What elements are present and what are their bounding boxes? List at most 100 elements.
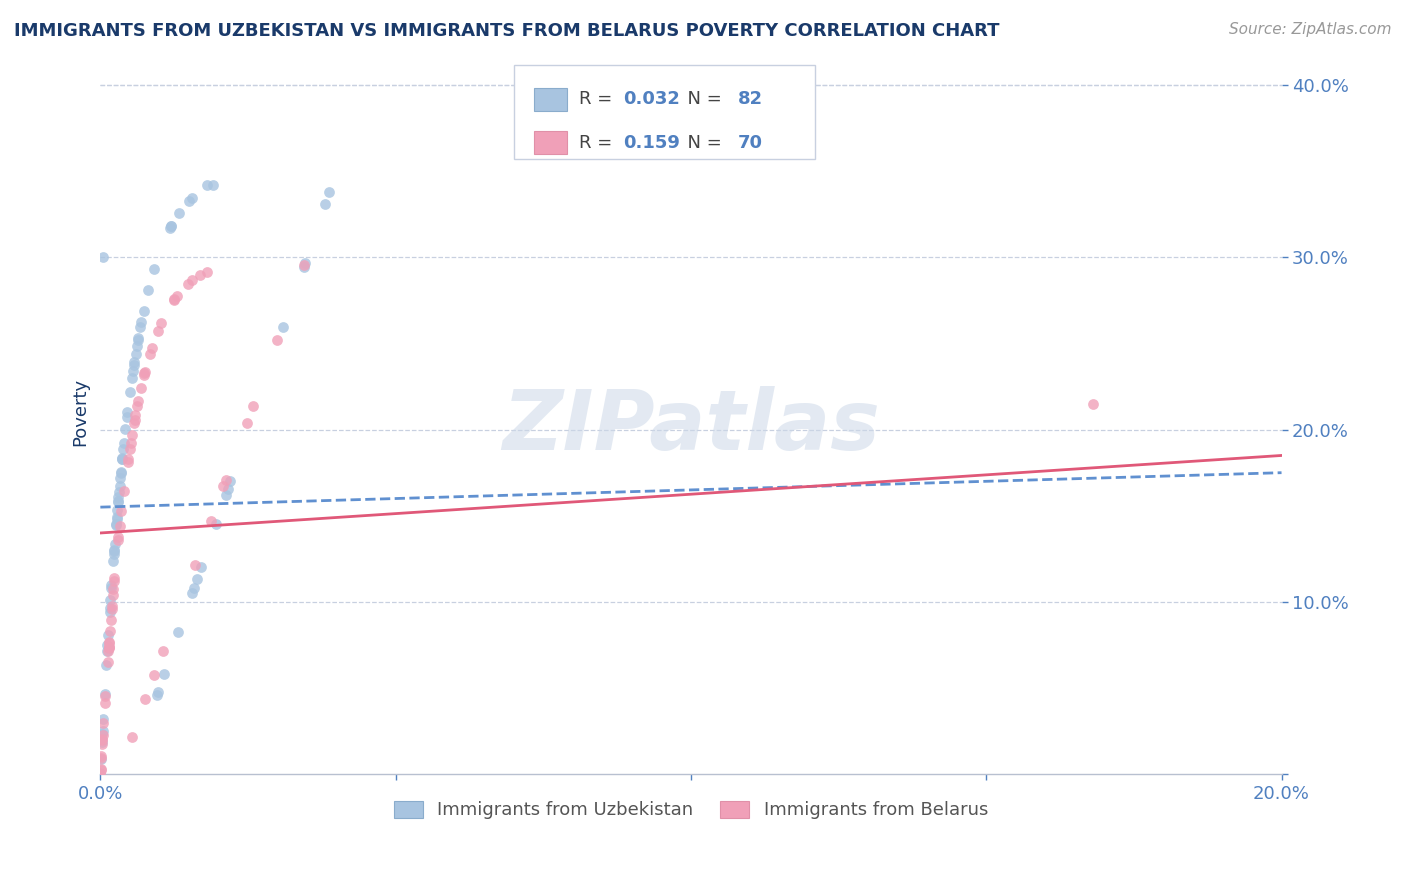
Point: [97, 640, 120, 655]
Text: 70: 70: [738, 134, 763, 152]
Point: [107, 494, 129, 508]
Point: [118, 442, 141, 456]
Point: [93, 716, 115, 731]
Point: [122, 416, 145, 430]
Point: [163, 293, 186, 307]
FancyBboxPatch shape: [513, 65, 815, 159]
Point: [97, 636, 120, 650]
Point: [152, 644, 174, 658]
Point: [110, 504, 132, 518]
Point: [141, 341, 163, 355]
Point: [97, 644, 120, 658]
Point: [91, 735, 114, 749]
Point: [314, 197, 336, 211]
Point: [190, 560, 212, 574]
Point: [90, 750, 112, 764]
Point: [122, 358, 145, 372]
Point: [117, 452, 139, 467]
Point: [98, 634, 121, 648]
Point: [163, 293, 186, 307]
Point: [181, 273, 204, 287]
Point: [101, 587, 124, 601]
Point: [120, 435, 142, 450]
Point: [177, 194, 200, 209]
Point: [100, 613, 122, 627]
Point: [143, 262, 166, 277]
Point: [112, 483, 135, 498]
Point: [111, 451, 134, 466]
Text: N =: N =: [676, 134, 727, 152]
Point: [186, 572, 208, 586]
Point: [100, 578, 122, 592]
Point: [103, 554, 125, 568]
Point: [100, 581, 122, 595]
Point: [103, 544, 125, 558]
Point: [132, 303, 155, 318]
Point: [166, 288, 188, 302]
Point: [195, 264, 218, 278]
Point: [129, 320, 152, 334]
Point: [98, 600, 121, 615]
Text: R =: R =: [579, 134, 617, 152]
Point: [98, 624, 121, 638]
Text: ZIPatlas: ZIPatlas: [502, 386, 880, 467]
Point: [131, 315, 153, 329]
Point: [107, 533, 129, 547]
Point: [97, 628, 120, 642]
Point: [127, 394, 149, 409]
Point: [93, 696, 115, 710]
Point: [139, 347, 162, 361]
Legend: Immigrants from Uzbekistan, Immigrants from Belarus: Immigrants from Uzbekistan, Immigrants f…: [387, 793, 995, 827]
Point: [212, 479, 235, 493]
Point: [132, 368, 155, 382]
Point: [110, 466, 132, 480]
Point: [110, 465, 132, 479]
Point: [105, 512, 128, 526]
Point: [111, 450, 134, 465]
Point: [318, 186, 340, 200]
Point: [96, 658, 118, 673]
Point: [160, 219, 183, 233]
Point: [181, 586, 204, 600]
Point: [91, 733, 114, 747]
Point: [97, 640, 120, 654]
FancyBboxPatch shape: [534, 87, 567, 111]
Point: [89, 766, 111, 780]
Point: [117, 455, 139, 469]
Text: IMMIGRANTS FROM UZBEKISTAN VS IMMIGRANTS FROM BELARUS POVERTY CORRELATION CHART: IMMIGRANTS FROM UZBEKISTAN VS IMMIGRANTS…: [14, 22, 1000, 40]
Point: [90, 749, 112, 764]
Point: [202, 178, 225, 192]
Point: [153, 667, 176, 681]
Point: [91, 728, 114, 742]
Point: [100, 593, 122, 607]
Point: [105, 503, 128, 517]
Point: [112, 442, 135, 457]
Point: [134, 367, 156, 381]
Point: [160, 219, 183, 233]
Point: [107, 491, 129, 505]
Point: [217, 483, 239, 497]
Text: N =: N =: [676, 90, 727, 108]
Point: [181, 191, 204, 205]
Point: [112, 436, 135, 450]
Point: [91, 251, 114, 265]
Point: [146, 684, 169, 698]
Point: [91, 711, 114, 725]
Point: [122, 364, 145, 378]
Point: [110, 471, 132, 485]
Point: [100, 602, 122, 616]
Point: [91, 732, 114, 747]
Point: [103, 582, 125, 596]
Point: [292, 258, 315, 272]
Point: [138, 283, 160, 297]
Point: [120, 384, 142, 399]
Point: [127, 331, 149, 345]
Point: [122, 355, 145, 369]
Point: [159, 220, 181, 235]
Point: [103, 571, 125, 585]
Point: [169, 205, 191, 219]
Point: [146, 688, 169, 702]
Point: [195, 178, 218, 192]
Point: [117, 405, 139, 419]
Text: 82: 82: [738, 90, 763, 108]
